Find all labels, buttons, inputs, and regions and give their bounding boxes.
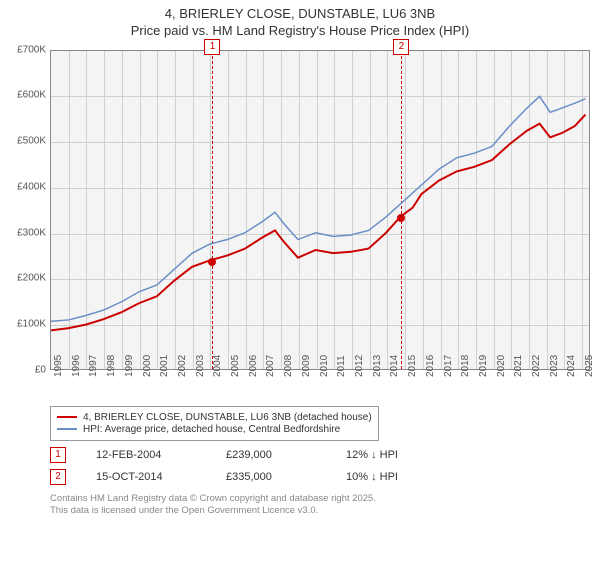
legend: 4, BRIERLEY CLOSE, DUNSTABLE, LU6 3NB (d… xyxy=(50,406,379,441)
x-tick-label: 2008 xyxy=(283,367,294,377)
x-tick-label: 2001 xyxy=(159,367,170,377)
sale-row: 2 15-OCT-2014 £335,000 10% ↓ HPI xyxy=(50,469,590,485)
x-tick-label: 2020 xyxy=(496,367,507,377)
x-tick-label: 2015 xyxy=(407,367,418,377)
series-price_paid xyxy=(51,114,585,330)
legend-label: 4, BRIERLEY CLOSE, DUNSTABLE, LU6 3NB (d… xyxy=(83,412,372,423)
x-tick-label: 2005 xyxy=(230,367,241,377)
title-line2: Price paid vs. HM Land Registry's House … xyxy=(0,23,600,40)
x-tick-label: 2014 xyxy=(389,367,400,377)
legend-item: 4, BRIERLEY CLOSE, DUNSTABLE, LU6 3NB (d… xyxy=(57,412,372,423)
x-tick-label: 2006 xyxy=(248,367,259,377)
y-tick-label: £700K xyxy=(8,44,46,55)
y-tick-label: £600K xyxy=(8,90,46,101)
x-tick-label: 2013 xyxy=(372,367,383,377)
x-tick-label: 2024 xyxy=(566,367,577,377)
x-tick-label: 1999 xyxy=(124,367,135,377)
legend-swatch xyxy=(57,416,77,418)
y-tick-label: £400K xyxy=(8,181,46,192)
footer-line1: Contains HM Land Registry data © Crown c… xyxy=(50,493,590,505)
x-tick-label: 2002 xyxy=(177,367,188,377)
x-tick-label: 2019 xyxy=(478,367,489,377)
x-tick-label: 1996 xyxy=(71,367,82,377)
plot-background: 12 xyxy=(50,50,590,370)
title-line1: 4, BRIERLEY CLOSE, DUNSTABLE, LU6 3NB xyxy=(0,6,600,23)
x-tick-label: 2007 xyxy=(265,367,276,377)
y-tick-label: £500K xyxy=(8,136,46,147)
x-tick-label: 2011 xyxy=(336,367,347,377)
footer: Contains HM Land Registry data © Crown c… xyxy=(50,493,590,518)
x-tick-label: 2016 xyxy=(425,367,436,377)
x-tick-label: 2022 xyxy=(531,367,542,377)
x-tick-label: 2017 xyxy=(443,367,454,377)
sale-date: 15-OCT-2014 xyxy=(96,471,196,483)
x-tick-label: 2009 xyxy=(301,367,312,377)
x-tick-label: 1998 xyxy=(106,367,117,377)
x-tick-label: 1997 xyxy=(88,367,99,377)
sale-date: 12-FEB-2004 xyxy=(96,449,196,461)
sale-point-2 xyxy=(397,214,405,222)
chart-lines xyxy=(51,51,589,369)
series-hpi xyxy=(51,96,585,321)
sale-badge: 2 xyxy=(50,469,66,485)
sale-row: 1 12-FEB-2004 £239,000 12% ↓ HPI xyxy=(50,447,590,463)
x-tick-label: 2000 xyxy=(142,367,153,377)
chart-title: 4, BRIERLEY CLOSE, DUNSTABLE, LU6 3NB Pr… xyxy=(0,6,600,40)
sale-badge: 1 xyxy=(50,447,66,463)
x-tick-label: 2021 xyxy=(513,367,524,377)
x-tick-label: 1995 xyxy=(53,367,64,377)
x-tick-label: 2012 xyxy=(354,367,365,377)
x-tick-label: 2023 xyxy=(549,367,560,377)
y-tick-label: £300K xyxy=(8,227,46,238)
x-tick-label: 2018 xyxy=(460,367,471,377)
sales-table: 1 12-FEB-2004 £239,000 12% ↓ HPI 2 15-OCT-201… xyxy=(0,447,600,485)
x-tick-label: 2003 xyxy=(195,367,206,377)
x-tick-label: 2004 xyxy=(212,367,223,377)
legend-label: HPI: Average price, detached house, Cent… xyxy=(83,424,340,435)
footer-line2: This data is licensed under the Open Gov… xyxy=(50,505,590,517)
sale-delta: 10% ↓ HPI xyxy=(346,471,398,483)
y-tick-label: £200K xyxy=(8,273,46,284)
x-tick-label: 2025 xyxy=(584,367,595,377)
y-tick-label: £100K xyxy=(8,319,46,330)
sale-price: £335,000 xyxy=(226,471,316,483)
x-tick-label: 2010 xyxy=(319,367,330,377)
legend-swatch xyxy=(57,428,77,430)
sale-point-1 xyxy=(208,258,216,266)
y-tick-label: £0 xyxy=(8,364,46,375)
sale-delta: 12% ↓ HPI xyxy=(346,449,398,461)
sale-price: £239,000 xyxy=(226,449,316,461)
legend-item: HPI: Average price, detached house, Cent… xyxy=(57,424,372,435)
chart-area: 12 £0£100K£200K£300K£400K£500K£600K£700K… xyxy=(10,50,590,400)
